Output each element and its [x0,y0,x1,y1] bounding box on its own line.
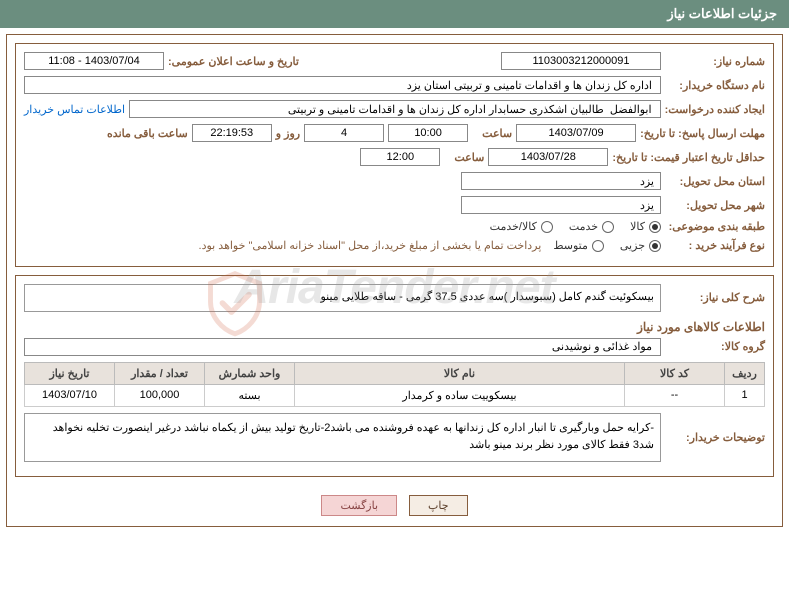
deadline-date-field [516,124,636,142]
city-field [461,196,661,214]
days-remaining-field [304,124,384,142]
cell-name: بیسکوییت ساده و کرمدار [295,384,625,406]
time-remaining-field [192,124,272,142]
validity-date-field [488,148,608,166]
deadline-label: مهلت ارسال پاسخ: تا تاریخ: [640,127,765,140]
radio-medium[interactable] [592,240,604,252]
cell-code: -- [625,384,725,406]
radio-medium-label: متوسط [553,239,588,252]
validity-time-field [360,148,440,166]
need-desc-box: بیسکوئیت گندم کامل (سبوسدار )سه عددی 37.… [24,284,661,312]
main-info-section: شماره نیاز: تاریخ و ساعت اعلان عمومی: نا… [15,43,774,267]
buyer-notes-label: توضیحات خریدار: [665,431,765,444]
radio-both[interactable] [541,221,553,233]
radio-service-label: خدمت [569,220,598,233]
cell-date: 1403/07/10 [25,384,115,406]
days-label: روز و [276,127,300,140]
province-label: استان محل تحویل: [665,175,765,188]
province-field [461,172,661,190]
print-button[interactable]: چاپ [409,495,468,516]
category-label: طبقه بندی موضوعی: [665,220,765,233]
items-title: اطلاعات کالاهای مورد نیاز [24,320,765,334]
col-date: تاریخ نیاز [25,362,115,384]
goods-group-label: گروه کالا: [665,340,765,353]
payment-note: پرداخت تمام یا بخشی از مبلغ خرید،از محل … [199,239,542,252]
time-label-2: ساعت [444,151,484,164]
radio-both-label: کالا/خدمت [490,220,537,233]
deadline-time-field [388,124,468,142]
col-code: کد کالا [625,362,725,384]
buyer-org-label: نام دستگاه خریدار: [665,79,765,92]
radio-small-label: جزیی [620,239,645,252]
cell-row: 1 [725,384,765,406]
need-number-field [501,52,661,70]
radio-goods[interactable] [649,221,661,233]
outer-frame: شماره نیاز: تاریخ و ساعت اعلان عمومی: نا… [6,34,783,527]
details-section: شرح کلی نیاز: بیسکوئیت گندم کامل (سبوسدا… [15,275,774,477]
table-row: 1 -- بیسکوییت ساده و کرمدار بسته 100,000… [25,384,765,406]
remaining-label: ساعت باقی مانده [107,127,188,140]
radio-goods-label: کالا [630,220,645,233]
button-bar: چاپ بازگشت [7,485,782,526]
buyer-notes-box: -کرایه حمل وبارگیری تا انبار اداره کل زن… [24,413,661,462]
radio-small[interactable] [649,240,661,252]
announce-label: تاریخ و ساعت اعلان عمومی: [168,55,299,68]
items-table: ردیف کد کالا نام کالا واحد شمارش تعداد /… [24,362,765,407]
cell-unit: بسته [205,384,295,406]
col-row: ردیف [725,362,765,384]
cell-qty: 100,000 [115,384,205,406]
process-label: نوع فرآیند خرید : [665,239,765,252]
requester-field [129,100,661,118]
radio-service[interactable] [602,221,614,233]
process-radio-group: جزیی متوسط [553,239,661,252]
goods-group-field [24,338,661,356]
panel-header: جزئیات اطلاعات نیاز [0,0,789,28]
buyer-org-field [24,76,661,94]
buyer-contact-link[interactable]: اطلاعات تماس خریدار [24,103,125,116]
announce-field [24,52,164,70]
need-desc-label: شرح کلی نیاز: [665,291,765,304]
need-number-label: شماره نیاز: [665,55,765,68]
time-label-1: ساعت [472,127,512,140]
col-name: نام کالا [295,362,625,384]
city-label: شهر محل تحویل: [665,199,765,212]
requester-label: ایجاد کننده درخواست: [665,103,765,116]
col-unit: واحد شمارش [205,362,295,384]
back-button[interactable]: بازگشت [321,495,397,516]
col-qty: تعداد / مقدار [115,362,205,384]
validity-label: حداقل تاریخ اعتبار قیمت: تا تاریخ: [612,151,765,164]
category-radio-group: کالا خدمت کالا/خدمت [490,220,661,233]
